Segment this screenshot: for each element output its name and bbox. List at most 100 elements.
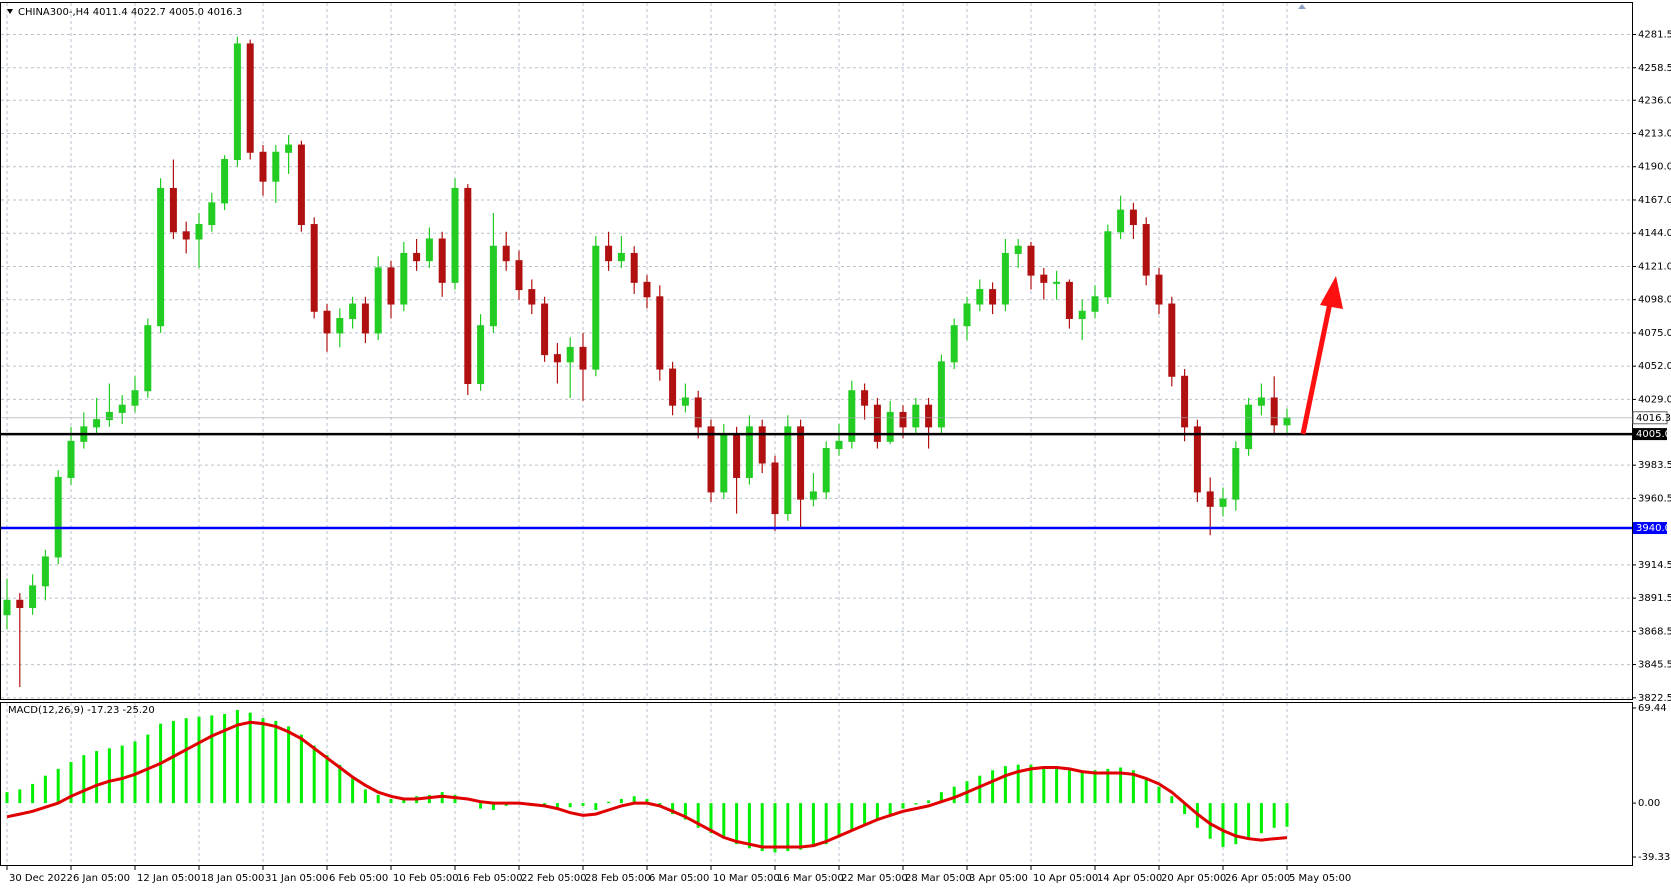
candle-body (1001, 252, 1009, 305)
candle-body (157, 187, 165, 327)
y-tick-label: 3914.5 (1638, 560, 1671, 571)
macd-bar (325, 755, 329, 804)
candle-body (1270, 397, 1278, 426)
candle-body (1168, 303, 1176, 377)
y-tick-label: 0.00 (1638, 798, 1660, 809)
grid (1, 3, 1632, 865)
candle-body (899, 411, 907, 428)
macd-bar (479, 803, 483, 809)
candle-body (720, 433, 728, 493)
candle-body (374, 267, 382, 334)
candle-body (1232, 448, 1240, 500)
candle-body (349, 303, 357, 319)
macd-bar (5, 792, 9, 804)
candle-body (1027, 245, 1035, 276)
y-tick-label: -39.33 (1638, 852, 1670, 863)
candle-body (16, 599, 24, 609)
candle-body (861, 390, 869, 406)
candle-body (822, 448, 830, 493)
macd-bar (18, 789, 22, 804)
chart-title: CHINA300-,H4 4011.4 4022.7 4005.0 4016.3 (18, 7, 242, 18)
y-tick-label: 4075.0 (1638, 328, 1671, 339)
macd-bar (709, 803, 713, 834)
macd-bar (69, 762, 73, 804)
macd-bar (171, 720, 175, 804)
candle-body (1091, 296, 1099, 312)
macd-bar (978, 775, 982, 804)
macd-bar (197, 716, 201, 804)
candle-body (1257, 397, 1265, 406)
macd-bar (747, 803, 751, 849)
candle-body (1129, 209, 1137, 226)
macd-bar (607, 801, 611, 804)
macd-bar (1080, 771, 1084, 804)
candle-body (221, 159, 229, 204)
y-tick-label: 69.44 (1638, 703, 1667, 714)
candle-body (105, 411, 113, 421)
macd-bar (82, 755, 86, 804)
macd-bar (184, 718, 188, 804)
x-tick-label: 6 Jan 05:00 (73, 873, 130, 884)
x-tick-label: 6 Mar 05:00 (649, 873, 709, 884)
arrow-shaft (1300, 297, 1334, 435)
y-tick-label: 3983.5 (1638, 460, 1671, 471)
macd-bar (760, 803, 764, 852)
x-tick-label: 30 Dec 2022 (9, 873, 73, 884)
candle-body (67, 440, 75, 478)
macd-bar (1259, 803, 1263, 834)
macd-bar (888, 803, 892, 815)
x-tick-label: 18 Jan 05:00 (201, 873, 264, 884)
macd-bar (837, 803, 841, 838)
macd-bar (952, 786, 956, 804)
macd-bar (1247, 803, 1251, 838)
y-tick-label: 4213.0 (1638, 129, 1671, 140)
macd-bar (811, 803, 815, 847)
menu-triangle[interactable] (7, 9, 13, 14)
candle-body (963, 303, 971, 327)
macd-bar (235, 709, 239, 804)
candle-body (528, 289, 536, 305)
price-panel-border (0, 2, 1633, 700)
macd-bar (671, 803, 675, 815)
candle-body (758, 426, 766, 464)
macd-bar (312, 745, 316, 804)
candle-body (41, 556, 49, 587)
macd-bar (927, 800, 931, 804)
macd-bar (376, 794, 380, 804)
y-tick-label: 4052.0 (1638, 361, 1671, 372)
candle-body (259, 151, 267, 182)
x-tick-label: 28 Feb 05:00 (585, 873, 651, 884)
candle-body (182, 231, 190, 240)
candle-body (937, 361, 945, 428)
y-tick-label: 3868.5 (1638, 626, 1671, 637)
candle-body (1104, 231, 1112, 298)
x-tick-label: 10 Apr 05:00 (1033, 873, 1098, 884)
macd-bar (107, 748, 111, 804)
macd-bar (210, 715, 214, 804)
candle-body (873, 404, 881, 442)
candle-body (144, 325, 152, 392)
macd-bar (1093, 770, 1097, 804)
macd-bar (1208, 803, 1212, 839)
macd-bar (1067, 770, 1071, 804)
x-tick-label: 22 Feb 05:00 (521, 873, 587, 884)
candle-body (1245, 404, 1253, 450)
candle-body (1193, 426, 1201, 493)
last-price-label: 4016.3 (1636, 413, 1671, 424)
macd-bar (799, 803, 803, 850)
x-tick-label: 14 Apr 05:00 (1097, 873, 1162, 884)
candle-body (413, 252, 421, 262)
candle-body (1078, 310, 1086, 319)
labels: 4281.5 4258.5 4236.0 4213.0 4190.0 4167.0 4144… (6, 30, 1671, 884)
candle-body (643, 281, 651, 298)
candle-body (592, 245, 600, 370)
candle-body (3, 599, 11, 616)
candle-body (477, 325, 485, 385)
x-tick-label: 16 Mar 05:00 (777, 873, 844, 884)
y-tick-label: 3822.5 (1638, 693, 1671, 704)
candle-body (323, 310, 331, 334)
y-tick-label: 4098.0 (1638, 295, 1671, 306)
candle-body (886, 411, 894, 442)
x-tick-label: 26 Apr 05:00 (1225, 873, 1290, 884)
macd-bar (722, 803, 726, 839)
